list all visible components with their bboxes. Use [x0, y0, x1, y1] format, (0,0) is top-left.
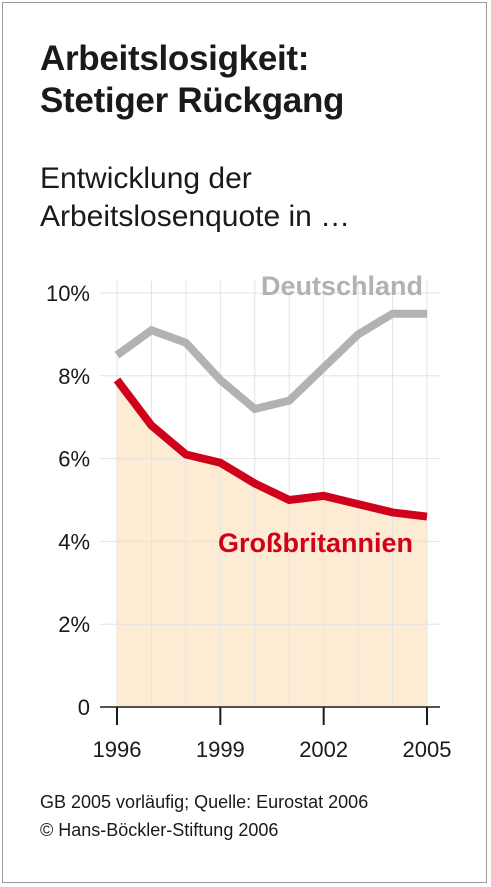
y-tick-label: 10%	[46, 281, 90, 306]
chart-subtitle: Entwicklung der Arbeitslosenquote in …	[40, 160, 350, 236]
y-tick-label: 2%	[58, 612, 90, 637]
area-fill-grossbritannien	[117, 379, 427, 707]
y-tick-label: 6%	[58, 447, 90, 472]
subtitle-line-2: Arbeitslosenquote in …	[40, 200, 351, 233]
x-tick-label: 1996	[93, 737, 142, 762]
copyright-note: © Hans-Böckler-Stiftung 2006	[40, 820, 279, 840]
x-tick-label: 2002	[299, 737, 348, 762]
y-tick-label: 0	[78, 695, 90, 720]
y-tick-label: 4%	[58, 529, 90, 554]
title-line-1: Arbeitslosigkeit:	[40, 39, 310, 78]
subtitle-line-1: Entwicklung der	[40, 162, 252, 195]
series-label-grossbritannien: Großbritannien	[218, 528, 413, 558]
chart-footer: GB 2005 vorläufig; Quelle: Eurostat 2006…	[40, 788, 368, 844]
series-line-deutschland	[114, 309, 427, 414]
chart-title: Arbeitslosigkeit: Stetiger Rückgang	[40, 38, 344, 122]
source-note: GB 2005 vorläufig; Quelle: Eurostat 2006	[40, 792, 369, 812]
x-tick-label: 1999	[196, 737, 245, 762]
series-line-grossbritannien	[113, 377, 428, 521]
x-tick-label: 2005	[403, 737, 452, 762]
title-line-2: Stetiger Rückgang	[40, 81, 345, 120]
series-label-deutschland: Deutschland	[261, 271, 423, 301]
y-tick-label: 8%	[58, 364, 90, 389]
